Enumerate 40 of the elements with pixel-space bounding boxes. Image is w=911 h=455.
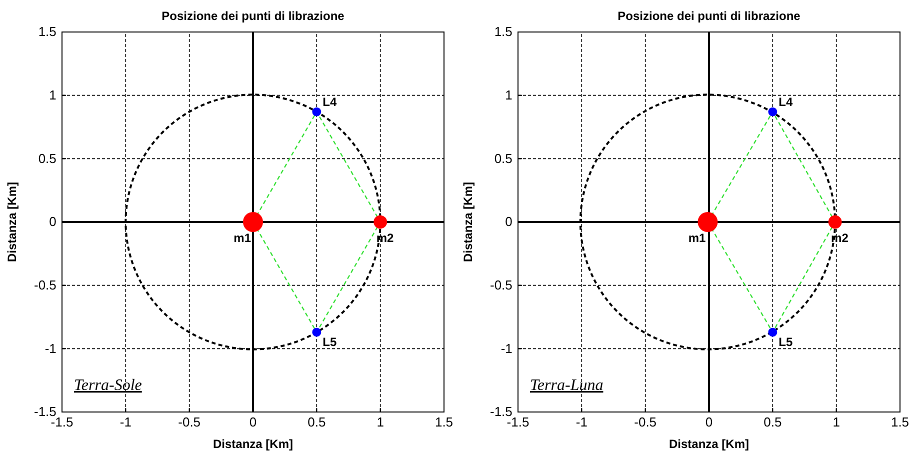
annotation: m1 <box>234 231 252 245</box>
x-tick-label: 0 <box>705 414 713 430</box>
y-tick-label: 1.5 <box>38 24 56 40</box>
x-tick-label: -0.5 <box>634 414 657 430</box>
x-tick-label: -1 <box>576 414 588 430</box>
y-tick-label: 1 <box>49 87 56 102</box>
y-tick-label: 0 <box>505 214 512 230</box>
annotation: Terra-Luna <box>530 377 604 394</box>
x-tick-label: 1 <box>832 414 840 430</box>
x-tick-label: -1 <box>120 414 132 430</box>
annotation: L5 <box>322 335 337 350</box>
annotation: L4 <box>322 94 337 109</box>
x-tick-label: -0.5 <box>178 414 201 430</box>
y-tick-label: 1 <box>505 87 512 102</box>
y-tick-label: -1 <box>500 340 512 356</box>
y-tick-label: -0.5 <box>490 277 512 292</box>
y-tick-label: 0.5 <box>494 150 512 166</box>
y-tick-label: 0 <box>49 214 56 230</box>
chart-title: Posizione dei punti di librazione <box>162 9 345 23</box>
annotation: m1 <box>688 231 706 245</box>
x-tick-label: 0 <box>249 414 257 430</box>
annotation: Terra-Sole <box>74 377 142 394</box>
y-tick-label: -1.5 <box>34 404 56 420</box>
annotation: L5 <box>778 335 793 350</box>
y-tick-label: 1.5 <box>494 24 512 40</box>
x-tick-label: 1.5 <box>434 414 454 430</box>
x-tick-label: 1.5 <box>890 414 910 430</box>
y-tick-label: -0.5 <box>34 277 56 292</box>
x-tick-label: 0.5 <box>308 414 326 430</box>
x-tick-label: 1 <box>376 414 384 430</box>
x-axis-title: Distanza [Km] <box>668 437 750 451</box>
x-axis-title: Distanza [Km] <box>212 437 294 451</box>
annotation: L4 <box>778 94 793 109</box>
y-axis-title: Distanza [Km] <box>5 182 19 262</box>
y-tick-label: 0.5 <box>38 150 56 166</box>
chart-title: Posizione dei punti di librazione <box>618 9 801 23</box>
y-tick-label: -1.5 <box>490 404 512 420</box>
y-tick-label: -1 <box>44 340 56 356</box>
y-axis-title: Distanza [Km] <box>461 182 475 262</box>
x-tick-label: 0.5 <box>764 414 782 430</box>
